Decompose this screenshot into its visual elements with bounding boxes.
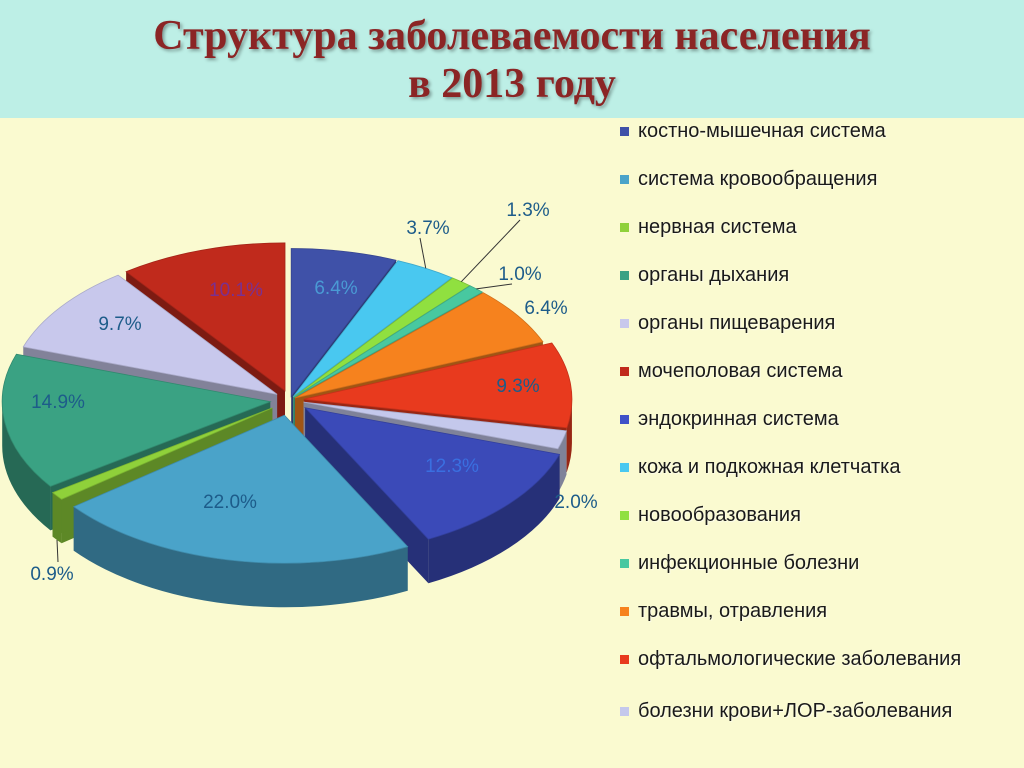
legend-swatch (620, 367, 629, 376)
legend-label: костно-мышечная система (638, 120, 886, 142)
pie-slice (72, 414, 409, 564)
data-label: 14.9% (31, 392, 85, 413)
legend-label: болезни крови+ЛОР-заболевания (638, 700, 953, 722)
pie-slice (125, 242, 286, 392)
legend-label: кожа и подкожная клетчатка (638, 456, 901, 478)
pie-slice-wall (557, 430, 567, 493)
title-line-1: Структура заболеваемости населения (153, 13, 871, 59)
legend-label: офтальмологические заболевания (638, 648, 962, 670)
data-label: 9.3% (496, 376, 539, 397)
pie-slice (51, 407, 273, 500)
legend-swatch (620, 655, 629, 664)
pie-slice (303, 401, 568, 450)
legend-label: система кровообращения (638, 168, 878, 190)
pie-slice (290, 248, 397, 398)
legend-swatch (620, 175, 629, 184)
legend-swatch (620, 559, 629, 568)
pie-slice-wall (566, 399, 572, 472)
pie-slice-wall (428, 454, 560, 584)
legend-swatch (620, 319, 629, 328)
legend-item: нервная система (620, 215, 1024, 239)
pie-slice (1, 353, 272, 487)
title-line-2: в 2013 году (408, 61, 616, 107)
legend-item: органы дыхания (620, 263, 1024, 287)
data-label: 6.4% (314, 278, 357, 299)
legend-item: система кровообращения (620, 167, 1024, 191)
pie-slice (303, 342, 573, 429)
legend-label: новообразования (638, 504, 801, 526)
legend-item: инфекционные болезни (620, 551, 1024, 575)
pie-slice (294, 292, 544, 399)
legend-label: органы пищеварения (638, 312, 836, 334)
legend-swatch (620, 271, 629, 280)
legend-label: травмы, отравления (638, 600, 828, 622)
legend-swatch (620, 127, 629, 136)
legend-swatch (620, 223, 629, 232)
pie-slice-wall (2, 401, 51, 531)
pie-slice (22, 274, 278, 395)
data-label: 1.0% (498, 264, 541, 285)
data-label: 6.4% (524, 298, 567, 319)
data-label: 1.3% (506, 200, 549, 221)
page-title: Структура заболеваемости населения в 201… (0, 12, 1024, 108)
pie-slice-wall (73, 506, 408, 608)
legend-label: инфекционные болезни (638, 552, 860, 574)
legend-item: травмы, отравления (620, 599, 1024, 623)
legend-item: болезни крови+ЛОР-заболевания (620, 699, 1024, 723)
label-leader-line (460, 219, 521, 283)
pie-tops (1, 242, 573, 564)
label-leader-line (419, 237, 427, 269)
data-label: 10.1% (209, 280, 263, 301)
legend-label: органы дыхания (638, 264, 790, 286)
legend-swatch (620, 463, 629, 472)
legend-item: новообразования (620, 503, 1024, 527)
label-leader-line (476, 283, 513, 290)
legend-item: костно-мышечная система (620, 119, 1024, 143)
data-label: 22.0% (203, 492, 257, 513)
data-label: 9.7% (98, 314, 141, 335)
pie-chart: 6.4% 3.7% 1.3% 1.0% 6.4% 9.3% 2.0% 12.3% 22.0% 0.… (1, 200, 598, 608)
pie-slice (304, 407, 561, 540)
title-band (0, 0, 1024, 118)
legend-label: мочеполовая система (638, 360, 843, 382)
legend-swatch (620, 607, 629, 616)
label-leader-line (56, 539, 59, 563)
legend-label: нервная система (638, 216, 797, 238)
legend-item: эндокринная система (620, 407, 1024, 431)
data-label: 12.3% (425, 456, 479, 477)
legend-item: офтальмологические заболевания (620, 647, 1024, 671)
legend-item: кожа и подкожная клетчатка (620, 455, 1024, 479)
legend-swatch (620, 415, 629, 424)
legend-swatch (620, 707, 629, 716)
legend-swatch (620, 511, 629, 520)
data-label: 2.0% (554, 492, 597, 513)
data-label: 0.9% (30, 564, 73, 585)
pie-labels: 6.4% 3.7% 1.3% 1.0% 6.4% 9.3% 2.0% 12.3% 22.0% 0.… (30, 200, 597, 585)
pie-slice (292, 260, 453, 398)
legend-label: эндокринная система (638, 408, 839, 430)
legend-item: органы пищеварения (620, 311, 1024, 335)
legend-item: мочеполовая система (620, 359, 1024, 383)
data-label: 3.7% (406, 218, 449, 239)
pie-slice-wall (52, 492, 62, 544)
